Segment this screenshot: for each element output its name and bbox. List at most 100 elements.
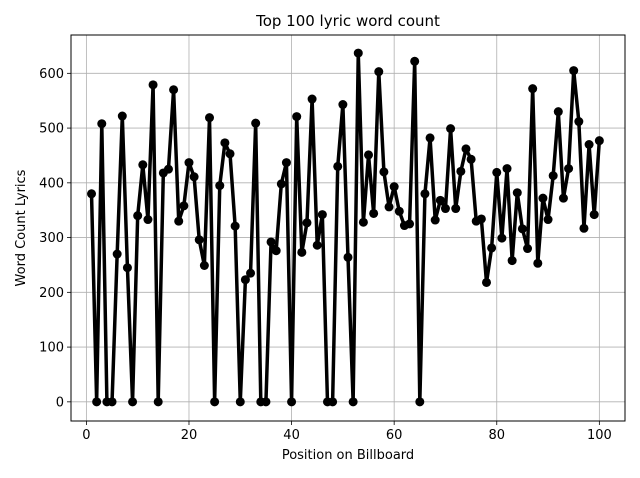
y-tick-label: 300 bbox=[39, 231, 64, 246]
data-point bbox=[435, 195, 445, 205]
data-point bbox=[394, 206, 404, 216]
x-tick-label: 100 bbox=[587, 428, 612, 443]
data-point bbox=[117, 111, 127, 121]
data-point bbox=[502, 164, 512, 174]
data-point bbox=[312, 240, 322, 250]
data-point bbox=[492, 167, 502, 177]
data-point bbox=[92, 397, 102, 407]
data-point bbox=[487, 243, 497, 253]
y-tick-label: 500 bbox=[39, 122, 64, 137]
x-axis-title: Position on Billboard bbox=[282, 448, 414, 463]
data-point bbox=[317, 210, 327, 220]
series-polyline bbox=[89, 51, 602, 404]
data-point bbox=[430, 215, 440, 225]
data-point bbox=[287, 397, 297, 407]
data-point bbox=[564, 164, 574, 174]
data-point bbox=[425, 133, 435, 143]
data-point bbox=[240, 275, 250, 285]
x-tick-label: 40 bbox=[283, 428, 300, 443]
data-point bbox=[461, 144, 471, 154]
data-point bbox=[389, 182, 399, 192]
data-point bbox=[579, 223, 589, 233]
x-tick-label: 80 bbox=[488, 428, 505, 443]
data-point bbox=[338, 100, 348, 110]
data-point bbox=[128, 397, 138, 407]
data-point bbox=[199, 261, 209, 270]
data-point bbox=[163, 164, 173, 174]
data-point bbox=[271, 246, 281, 256]
data-point bbox=[543, 215, 553, 225]
data-point bbox=[107, 397, 117, 407]
chart-title: Top 100 lyric word count bbox=[255, 12, 440, 30]
plot-area-frame bbox=[70, 34, 626, 422]
data-point bbox=[358, 217, 368, 227]
data-point bbox=[292, 112, 302, 122]
data-point bbox=[220, 138, 230, 148]
data-point bbox=[512, 188, 522, 198]
data-point bbox=[138, 160, 148, 170]
data-point bbox=[348, 397, 358, 407]
data-point bbox=[215, 181, 225, 191]
y-axis-title: Word Count Lyrics bbox=[14, 169, 29, 286]
y-tick-label: 0 bbox=[56, 395, 64, 410]
data-point bbox=[528, 84, 538, 94]
data-point bbox=[384, 202, 394, 212]
data-point bbox=[517, 224, 527, 234]
data-point bbox=[558, 193, 568, 203]
data-point bbox=[133, 211, 143, 221]
data-point bbox=[466, 154, 476, 164]
data-point bbox=[97, 119, 107, 129]
data-point bbox=[281, 158, 291, 168]
data-point bbox=[446, 124, 456, 134]
data-point bbox=[456, 166, 466, 176]
data-point bbox=[174, 216, 184, 226]
data-point bbox=[569, 66, 579, 76]
data-point bbox=[589, 210, 599, 220]
data-point bbox=[333, 161, 343, 171]
data-point bbox=[379, 167, 389, 177]
data-point bbox=[497, 233, 507, 243]
data-point bbox=[261, 397, 271, 407]
data-point bbox=[523, 244, 533, 254]
data-point bbox=[584, 140, 594, 149]
y-tick-label: 600 bbox=[39, 67, 64, 82]
data-point bbox=[353, 48, 363, 58]
data-point bbox=[328, 397, 338, 407]
data-point bbox=[405, 219, 415, 229]
data-point bbox=[297, 247, 307, 257]
data-point bbox=[548, 171, 558, 181]
data-point bbox=[225, 149, 235, 159]
data-point bbox=[179, 201, 189, 211]
data-point bbox=[148, 80, 158, 90]
data-point bbox=[184, 158, 194, 168]
x-tick-label: 60 bbox=[386, 428, 403, 443]
data-point bbox=[169, 85, 179, 95]
data-point bbox=[112, 249, 122, 259]
data-point bbox=[143, 215, 153, 225]
data-point bbox=[533, 258, 543, 268]
data-point bbox=[194, 235, 204, 245]
data-point bbox=[307, 94, 317, 104]
data-point bbox=[594, 136, 604, 146]
data-point bbox=[415, 397, 425, 407]
data-point bbox=[210, 397, 220, 407]
data-point bbox=[410, 56, 420, 66]
data-point bbox=[420, 189, 430, 199]
data-point bbox=[235, 397, 245, 407]
data-point bbox=[122, 263, 132, 273]
data-point bbox=[230, 221, 240, 231]
data-point bbox=[266, 237, 276, 247]
data-point bbox=[451, 204, 461, 214]
data-point bbox=[153, 397, 163, 407]
data-point bbox=[302, 218, 312, 228]
data-point bbox=[369, 208, 379, 218]
x-axis-ticks: 0 20 40 60 80 100 bbox=[82, 421, 612, 443]
y-tick-label: 400 bbox=[39, 176, 64, 191]
data-point bbox=[476, 214, 486, 224]
y-tick-label: 200 bbox=[39, 286, 64, 301]
data-point bbox=[246, 268, 256, 278]
x-tick-label: 0 bbox=[82, 428, 90, 443]
data-point bbox=[374, 67, 384, 77]
